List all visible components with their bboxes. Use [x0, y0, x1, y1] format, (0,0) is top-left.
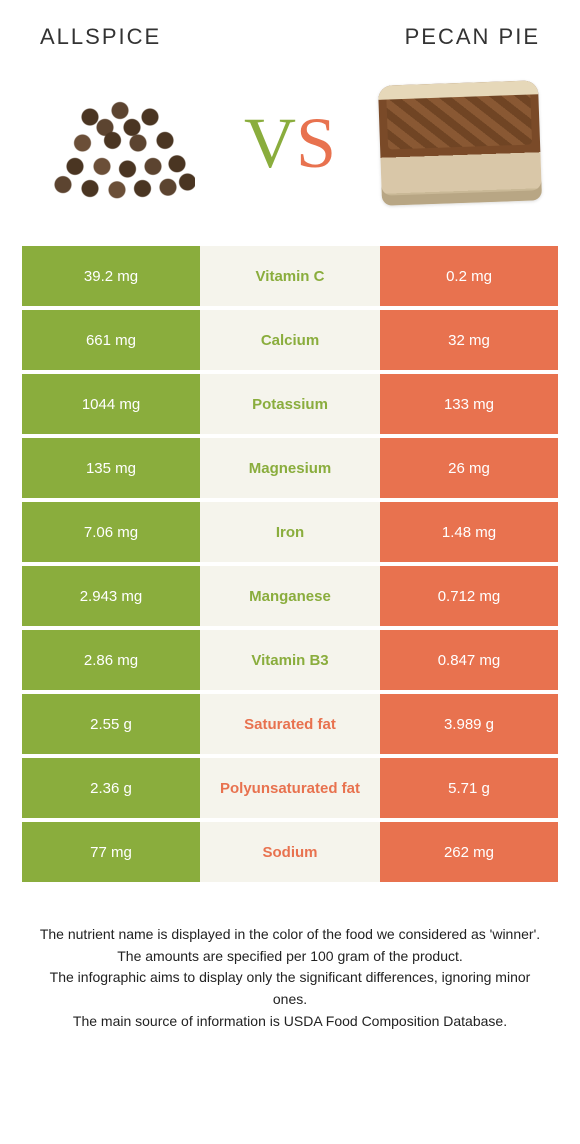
table-row: 2.55 gSaturated fat3.989 g [22, 694, 558, 754]
nutrient-name: Vitamin B3 [200, 630, 380, 690]
table-row: 135 mgMagnesium26 mg [22, 438, 558, 498]
table-row: 2.36 gPolyunsaturated fat5.71 g [22, 758, 558, 818]
footnotes: The nutrient name is displayed in the co… [0, 886, 580, 1032]
table-row: 7.06 mgIron1.48 mg [22, 502, 558, 562]
table-row: 2.86 mgVitamin B30.847 mg [22, 630, 558, 690]
right-value: 26 mg [380, 438, 558, 498]
table-row: 1044 mgPotassium133 mg [22, 374, 558, 434]
left-value: 2.86 mg [22, 630, 200, 690]
pecan-pie-image [370, 68, 550, 218]
nutrient-name: Calcium [200, 310, 380, 370]
hero: VS [0, 56, 580, 246]
title-right: Pecan pie [405, 24, 540, 50]
note-line: The main source of information is USDA F… [36, 1011, 544, 1033]
header: Allspice Pecan pie [0, 0, 580, 56]
nutrient-name: Magnesium [200, 438, 380, 498]
nutrient-name: Iron [200, 502, 380, 562]
nutrient-name: Vitamin C [200, 246, 380, 306]
right-value: 5.71 g [380, 758, 558, 818]
nutrient-name: Manganese [200, 566, 380, 626]
left-value: 77 mg [22, 822, 200, 882]
left-value: 661 mg [22, 310, 200, 370]
right-value: 0.712 mg [380, 566, 558, 626]
right-value: 1.48 mg [380, 502, 558, 562]
left-value: 1044 mg [22, 374, 200, 434]
note-line: The infographic aims to display only the… [36, 967, 544, 1010]
vs-v: V [244, 107, 296, 179]
right-value: 3.989 g [380, 694, 558, 754]
table-row: 39.2 mgVitamin C0.2 mg [22, 246, 558, 306]
nutrient-name: Sodium [200, 822, 380, 882]
left-value: 135 mg [22, 438, 200, 498]
table-row: 661 mgCalcium32 mg [22, 310, 558, 370]
nutrient-name: Potassium [200, 374, 380, 434]
note-line: The nutrient name is displayed in the co… [36, 924, 544, 946]
note-line: The amounts are specified per 100 gram o… [36, 946, 544, 968]
nutrient-name: Saturated fat [200, 694, 380, 754]
right-value: 0.2 mg [380, 246, 558, 306]
left-value: 2.55 g [22, 694, 200, 754]
title-left: Allspice [40, 24, 161, 50]
vs-s: S [296, 107, 336, 179]
table-row: 2.943 mgManganese0.712 mg [22, 566, 558, 626]
left-value: 2.943 mg [22, 566, 200, 626]
right-value: 32 mg [380, 310, 558, 370]
allspice-image [30, 68, 210, 218]
vs-label: VS [244, 107, 336, 179]
right-value: 0.847 mg [380, 630, 558, 690]
table-row: 77 mgSodium262 mg [22, 822, 558, 882]
left-value: 7.06 mg [22, 502, 200, 562]
right-value: 133 mg [380, 374, 558, 434]
right-value: 262 mg [380, 822, 558, 882]
nutrient-name: Polyunsaturated fat [200, 758, 380, 818]
nutrient-table: 39.2 mgVitamin C0.2 mg661 mgCalcium32 mg… [22, 246, 558, 882]
left-value: 2.36 g [22, 758, 200, 818]
left-value: 39.2 mg [22, 246, 200, 306]
